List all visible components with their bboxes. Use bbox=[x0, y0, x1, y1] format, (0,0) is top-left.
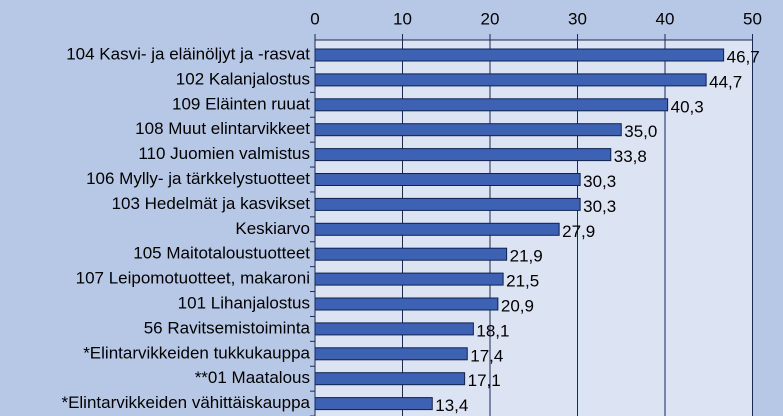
y-tick-label: 107 Leipomotuotteet, makaroni bbox=[76, 269, 310, 288]
value-label: 30,3 bbox=[583, 197, 616, 216]
value-label: 35,0 bbox=[624, 122, 657, 141]
bar bbox=[314, 222, 560, 236]
value-label: 44,7 bbox=[709, 72, 742, 91]
y-tick-label: 56 Ravitsemistoiminta bbox=[144, 318, 311, 337]
x-tick-label: 30 bbox=[568, 9, 587, 28]
value-label: 17,4 bbox=[470, 346, 503, 365]
y-tick-label: 104 Kasvi- ja eläinöljyt ja -rasvat bbox=[66, 44, 310, 63]
bar bbox=[314, 372, 466, 386]
bar bbox=[314, 48, 725, 62]
bar bbox=[314, 297, 499, 311]
y-tick-label: 108 Muut elintarvikkeet bbox=[135, 119, 310, 138]
bar bbox=[314, 347, 468, 361]
bar bbox=[314, 98, 669, 112]
y-tick-label: 102 Kalanjalostus bbox=[176, 69, 310, 88]
y-tick-label: 110 Juomien valmistus bbox=[138, 144, 310, 163]
bar bbox=[314, 148, 612, 162]
bar bbox=[314, 197, 581, 211]
y-tick-label: 105 Maitotaloustuotteet bbox=[133, 244, 310, 263]
bar bbox=[314, 173, 581, 186]
y-tick-label: 103 Hedelmät ja kasvikset bbox=[112, 194, 311, 213]
value-label: 21,5 bbox=[506, 272, 539, 291]
bar bbox=[314, 272, 504, 286]
x-tick-label: 40 bbox=[656, 9, 675, 28]
y-tick-label: 109 Eläinten ruuat bbox=[172, 94, 310, 113]
bar bbox=[314, 123, 622, 137]
bar bbox=[314, 397, 433, 411]
value-label: 17,1 bbox=[468, 371, 501, 390]
y-tick-label: **01 Maatalous bbox=[195, 368, 310, 387]
x-tick-label: 0 bbox=[310, 9, 319, 28]
value-label: 13,4 bbox=[435, 396, 468, 415]
value-label: 30,3 bbox=[583, 172, 616, 191]
y-tick-label: *Elintarvikkeiden tukkukauppa bbox=[83, 343, 310, 362]
x-tick-label: 20 bbox=[481, 9, 500, 28]
value-label: 33,8 bbox=[614, 147, 647, 166]
value-label: 18,1 bbox=[476, 321, 509, 340]
y-tick-label: 101 Lihanjalostus bbox=[178, 293, 310, 312]
bar bbox=[314, 322, 474, 336]
bar bbox=[314, 73, 707, 87]
x-tick-label: 50 bbox=[743, 9, 762, 28]
value-label: 27,9 bbox=[562, 222, 595, 241]
value-label: 40,3 bbox=[671, 97, 704, 116]
y-tick-label: *Elintarvikkeiden vähittäiskauppa bbox=[61, 393, 310, 412]
bar bbox=[314, 247, 508, 261]
y-tick-label: Keskiarvo bbox=[235, 219, 310, 238]
y-tick-label: 106 Mylly- ja tärkkelystuotteet bbox=[86, 169, 310, 188]
value-label: 20,9 bbox=[501, 296, 534, 315]
value-label: 21,9 bbox=[510, 247, 543, 266]
value-label: 46,7 bbox=[727, 47, 760, 66]
x-tick-label: 10 bbox=[393, 9, 412, 28]
